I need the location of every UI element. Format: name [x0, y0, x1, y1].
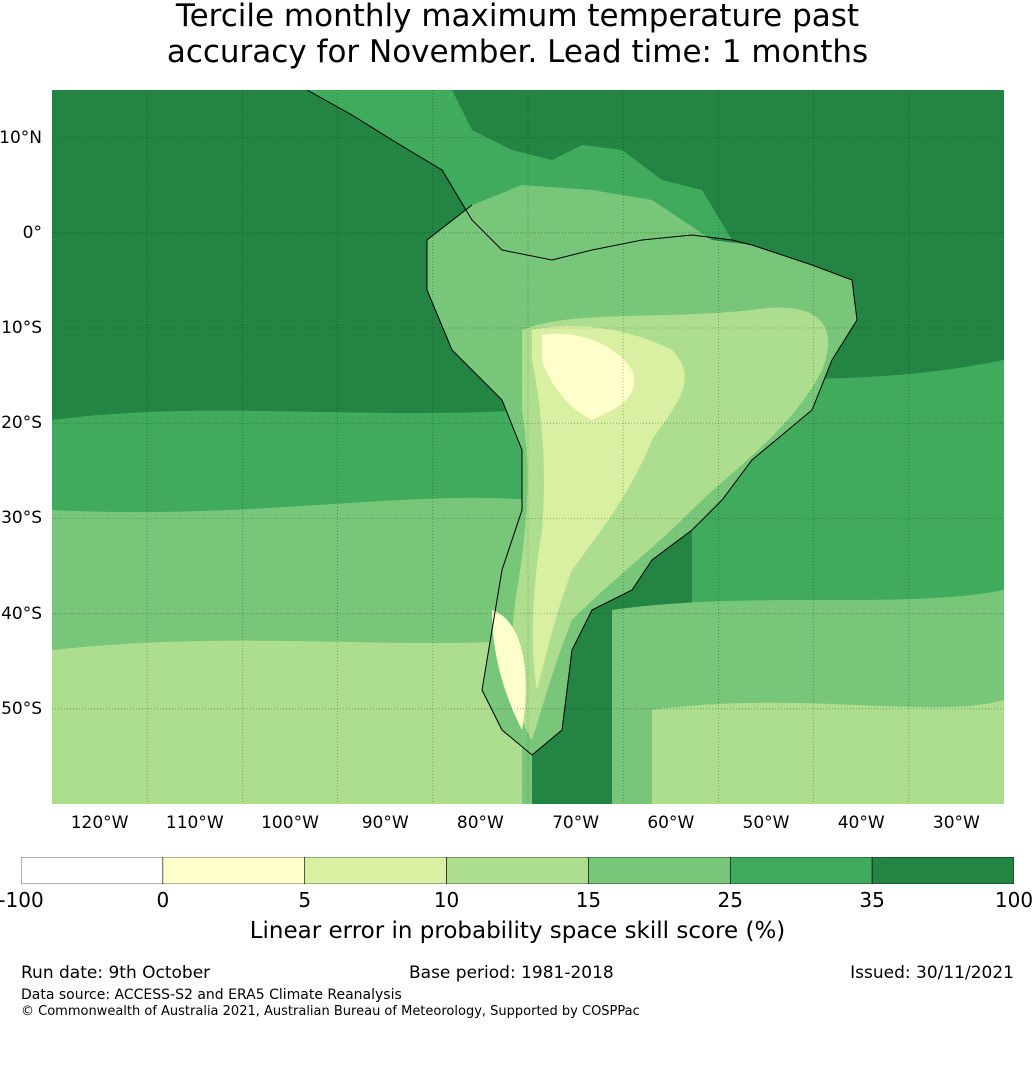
lat-tick-label: 20°S [1, 413, 42, 434]
south-america-core-lighter [532, 326, 685, 690]
colorbar-tick-label: 0 [156, 888, 170, 912]
ocean-band-far-south [52, 640, 522, 804]
lon-tick-label: 60°W [647, 813, 695, 833]
colorbar-segment [871, 857, 1014, 884]
lat-tick-label: 10°N [0, 127, 42, 148]
copyright: © Commonwealth of Australia 2021, Austra… [21, 1004, 640, 1019]
colorbar-segment [304, 857, 447, 884]
lon-tick-label: 80°W [456, 813, 504, 833]
colorbar-segment [446, 857, 589, 884]
lon-tick-label: 30°W [932, 813, 980, 833]
lon-tick-label: 50°W [742, 813, 790, 833]
lon-tick-label: 120°W [70, 813, 129, 833]
issued-date: Issued: 30/11/2021 [850, 963, 1014, 983]
lon-tick-label: 90°W [361, 813, 409, 833]
base-period: Base period: 1981-2018 [409, 963, 614, 983]
south-america-core-lightest [542, 333, 634, 420]
colorbar-segment [588, 857, 731, 884]
run-date: Run date: 9th October [21, 963, 211, 983]
lat-tick-label: 10°S [1, 318, 42, 338]
lat-tick-label: 30°S [1, 508, 42, 529]
colorbar-tick-label: 100 [994, 888, 1034, 912]
lon-tick-label: 40°W [837, 813, 885, 833]
lon-tick-label: 110°W [165, 813, 224, 833]
colorbar-tick-label: 10 [433, 888, 460, 912]
colorbar-segment [21, 857, 164, 884]
coastline [306, 90, 858, 756]
colorbar-tick-label: 25 [717, 888, 744, 912]
lon-tick-label: 70°W [552, 813, 600, 833]
map-title-line1: Tercile monthly maximum temperature past [175, 0, 860, 34]
lat-tick-label: 0° [22, 222, 42, 243]
lon-tick-label: 100°W [261, 813, 319, 833]
lat-tick-label: 40°S [1, 603, 42, 624]
colorbar-tick-label: -100 [0, 888, 44, 912]
colorbar-tick-label: 35 [859, 888, 885, 912]
ocean-band-far-south-east [652, 700, 1004, 804]
gridlines [52, 90, 1004, 804]
colorbar-segment [729, 857, 873, 884]
lat-tick-label: 50°S [1, 698, 42, 719]
data-source: Data source: ACCESS-S2 and ERA5 Climate … [21, 987, 402, 1003]
colorbar-segment [162, 857, 306, 884]
andes-strip-light [492, 610, 526, 730]
colorbar-tick-label: 15 [575, 888, 602, 912]
skill-map [52, 90, 1004, 804]
colorbar [21, 857, 1014, 884]
colorbar-tick-label: 5 [298, 888, 312, 912]
colorbar-title: Linear error in probability space skill … [249, 918, 786, 944]
map-title-line2: accuracy for November. Lead time: 1 mont… [166, 34, 869, 70]
